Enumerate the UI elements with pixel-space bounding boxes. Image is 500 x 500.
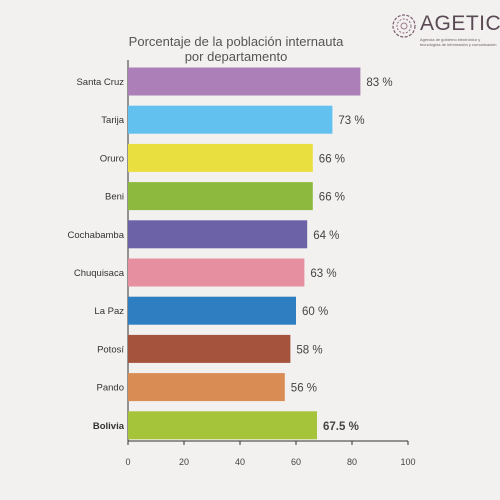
category-label: Beni	[105, 192, 124, 203]
x-tick-label: 80	[347, 457, 357, 467]
value-label: 73 %	[338, 115, 364, 127]
logo-subtitle: Agencia de gobierno electrónico y tecnol…	[420, 37, 497, 47]
value-label: 66 %	[319, 192, 345, 204]
value-label: 58 %	[296, 344, 322, 356]
category-label: Bolivia	[93, 421, 125, 432]
bar	[128, 258, 305, 287]
value-label: 63 %	[310, 268, 336, 280]
x-tick-label: 100	[400, 457, 415, 467]
bar	[128, 334, 291, 363]
bar	[128, 105, 333, 134]
value-label: 56 %	[291, 383, 317, 395]
category-label: Cochabamba	[67, 230, 124, 241]
logo-name: AGETIC	[420, 12, 500, 35]
bar	[128, 143, 313, 172]
category-label: Pando	[97, 383, 124, 394]
bar	[128, 67, 361, 96]
x-tick-label: 0	[125, 457, 130, 467]
category-label: La Paz	[94, 306, 124, 317]
value-label: 66 %	[319, 153, 345, 165]
category-label: Potosí	[97, 344, 124, 355]
value-label: 67.5 %	[323, 421, 359, 433]
bar	[128, 182, 313, 211]
bar	[128, 296, 296, 325]
chart-title-line: Porcentaje de la población internauta	[129, 34, 344, 49]
agetic-logo-mark-icon	[392, 14, 416, 38]
category-label: Santa Cruz	[76, 77, 124, 88]
value-label: 64 %	[313, 230, 339, 242]
category-label: Oruro	[100, 153, 124, 164]
value-label: 83 %	[366, 77, 392, 89]
bar	[128, 220, 308, 249]
chart-title-line: por departamento	[185, 49, 288, 64]
bar	[128, 373, 285, 402]
x-tick-label: 40	[235, 457, 245, 467]
agetic-logo: AGETIC Agencia de gobierno electrónico y…	[390, 10, 500, 50]
category-label: Tarija	[101, 115, 124, 126]
x-tick-label: 20	[179, 457, 189, 467]
x-tick-label: 60	[291, 457, 301, 467]
category-label: Chuquisaca	[74, 268, 125, 279]
value-label: 60 %	[302, 306, 328, 318]
bar	[128, 411, 317, 440]
